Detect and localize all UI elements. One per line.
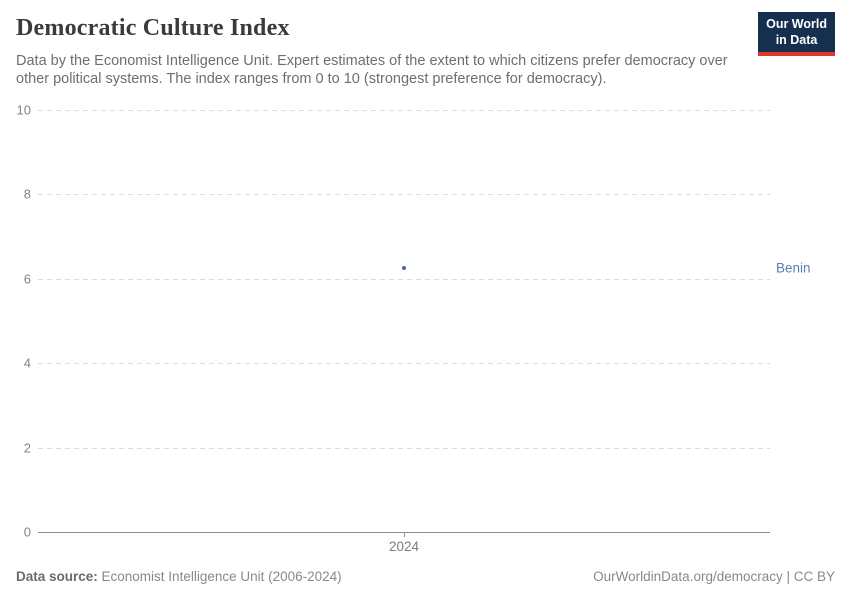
data-point-benin[interactable] <box>402 266 406 271</box>
gridline-y10 <box>38 110 770 111</box>
owid-logo-line1: Our World <box>766 17 827 31</box>
data-source-text: Economist Intelligence Unit (2006-2024) <box>97 569 342 584</box>
y-tick-label-4: 4 <box>23 355 31 371</box>
data-source-note: Data source: Economist Intelligence Unit… <box>16 569 342 584</box>
y-tick-label-6: 6 <box>23 271 31 287</box>
x-tick-mark <box>404 532 405 537</box>
owid-credit-link[interactable]: OurWorldinData.org/democracy | CC BY <box>593 569 835 584</box>
y-tick-label-0: 0 <box>23 524 31 540</box>
chart-footer: Data source: Economist Intelligence Unit… <box>16 569 835 584</box>
owid-logo[interactable]: Our World in Data <box>758 12 835 56</box>
y-tick-label-2: 2 <box>23 440 31 456</box>
gridline-y8 <box>38 194 770 196</box>
y-tick-label-10: 10 <box>16 102 31 118</box>
data-source-label: Data source: <box>16 569 98 584</box>
y-tick-label-8: 8 <box>23 186 31 202</box>
gridline-y4 <box>38 363 770 365</box>
x-tick-label-2024: 2024 <box>388 539 420 554</box>
gridline-y2 <box>38 447 770 449</box>
gridline-y6 <box>38 278 770 280</box>
plot-area: 2024 Benin <box>38 110 811 554</box>
chart-subtitle: Data by the Economist Intelligence Unit.… <box>16 53 728 88</box>
chart-title: Democratic Culture Index <box>16 15 290 41</box>
series-label-benin[interactable]: Benin <box>776 260 811 276</box>
owid-logo-line2: in Data <box>775 33 818 48</box>
